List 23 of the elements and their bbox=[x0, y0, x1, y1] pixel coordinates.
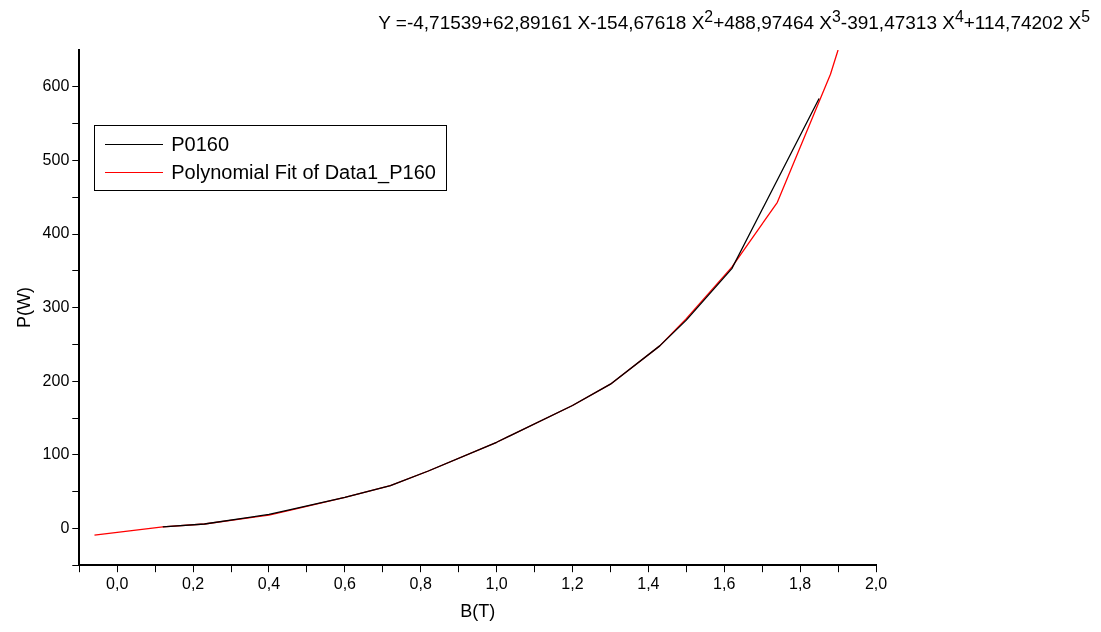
y-tick-label: 200 bbox=[42, 371, 70, 389]
x-tick-label: 1,2 bbox=[561, 575, 584, 593]
chart-title: Y =-4,71539+62,89161 X-154,67618 X$^{2}$+488,97464 X$^{3}$-391,47313 X$^{4}$+114,74202 X$^{5}$ bbox=[377, 8, 1090, 35]
y-tick-label: 100 bbox=[42, 445, 70, 463]
x-tick-label: 0,2 bbox=[181, 575, 205, 593]
y-tick-label: 300 bbox=[42, 298, 70, 316]
x-tick-label: 1,8 bbox=[789, 575, 812, 593]
x-tick-label: 0,8 bbox=[409, 575, 432, 593]
x-axis-title: B(T) bbox=[460, 601, 496, 622]
x-tick-label: 0,4 bbox=[257, 575, 281, 593]
legend-label: P0160 bbox=[171, 132, 230, 157]
x-tick-label: 0,6 bbox=[333, 575, 357, 593]
y-tick-label: 600 bbox=[42, 77, 70, 95]
legend-label: Polynomial Fit of Data1_P160 bbox=[171, 160, 436, 186]
x-tick-label: 1,0 bbox=[485, 575, 508, 593]
y-axis-title: P(W) bbox=[13, 287, 34, 329]
x-tick-label: 2,0 bbox=[864, 575, 888, 593]
y-tick-label: 500 bbox=[42, 150, 70, 168]
x-tick-label: 1,6 bbox=[713, 575, 736, 593]
x-tick-label: 0,0 bbox=[106, 575, 129, 593]
x-tick-label: 1,4 bbox=[637, 575, 660, 593]
y-tick-label: 0 bbox=[60, 518, 70, 536]
y-tick-label: 400 bbox=[42, 224, 70, 242]
